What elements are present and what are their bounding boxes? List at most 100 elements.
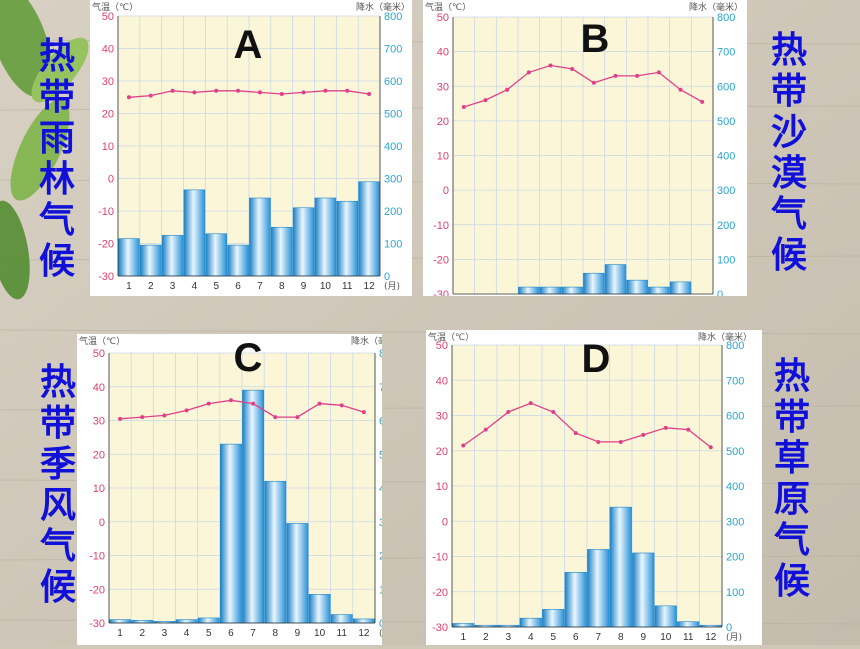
precip-bar-8 (609, 506, 632, 628)
temperature-point-2 (140, 415, 145, 420)
precip-tick-label: 200 (717, 220, 735, 232)
month-label-12: 12 (364, 281, 376, 292)
temperature-point-12 (708, 445, 713, 450)
month-label-9: 9 (301, 281, 307, 292)
chart-d: 50403020100-10-20-3080070060050040030020… (426, 330, 762, 645)
temperature-point-10 (323, 88, 328, 93)
precip-bar-8 (270, 226, 293, 277)
precip-bar-11 (669, 281, 692, 295)
precip-tick-label: 400 (384, 141, 402, 153)
precip-tick-label: 500 (726, 446, 744, 458)
month-label-2: 2 (139, 628, 145, 639)
precip-tick-label: 600 (379, 416, 382, 428)
temperature-point-12 (700, 99, 705, 104)
precip-tick-label: 0 (717, 289, 723, 296)
temp-tick-label: 50 (102, 11, 114, 23)
chart-panel-a: 50 40 30 20 10 0 -10 -20 -30 800 700 600 500 400 300 20… (90, 0, 412, 296)
month-label-9: 9 (640, 632, 646, 643)
month-unit-label: (月) (379, 628, 382, 639)
temperature-point-5 (206, 401, 211, 406)
precip-bar-5 (539, 286, 562, 295)
temperature-point-6 (228, 398, 233, 403)
temp-tick-label: 10 (93, 483, 105, 495)
temperature-point-11 (686, 427, 691, 432)
month-label-2: 2 (483, 632, 489, 643)
precip-bar-10 (654, 605, 677, 628)
precip-bar-12 (358, 181, 380, 277)
month-label-4: 4 (192, 281, 198, 292)
temp-tick-label: 30 (436, 411, 448, 423)
precip-axis-title: 降水（毫米） (689, 1, 743, 13)
temp-tick-label: 10 (436, 481, 448, 493)
precip-tick-label: 0 (384, 271, 390, 283)
precip-axis-title: 降水（毫米） (356, 1, 410, 13)
month-unit-label: (月) (384, 281, 400, 292)
temperature-point-8 (618, 439, 623, 444)
temp-tick-label: -30 (89, 618, 105, 630)
precip-tick-label: 700 (384, 44, 402, 56)
month-label-6: 6 (573, 632, 579, 643)
temperature-point-6 (236, 88, 241, 93)
temperature-point-7 (591, 80, 596, 85)
month-label-10: 10 (660, 632, 672, 643)
precip-bar-10 (308, 594, 331, 624)
chart-b: 50403020100-10-20-3080070060050040030020… (423, 0, 747, 310)
month-label-5: 5 (206, 628, 212, 639)
temperature-point-5 (551, 409, 556, 414)
precip-bar-9 (626, 279, 648, 295)
temp-tick-label: -30 (432, 622, 448, 634)
month-label-1: 1 (460, 632, 466, 643)
precip-tick-label: 100 (379, 584, 382, 596)
precip-tick-label: 300 (717, 185, 735, 197)
temperature-point-3 (506, 409, 511, 414)
precip-tick-label: 300 (379, 517, 382, 529)
temp-tick-label: 40 (102, 44, 114, 56)
temperature-point-10 (317, 401, 322, 406)
precip-tick-label: 400 (726, 481, 744, 493)
precip-tick-label: 800 (726, 340, 744, 352)
temperature-point-11 (345, 88, 350, 93)
temp-tick-label: -20 (98, 239, 114, 251)
precip-tick-label: 500 (717, 116, 735, 128)
temp-tick-label: -20 (432, 587, 448, 599)
precip-bar-3 (161, 235, 184, 277)
precip-tick-label: 400 (379, 483, 382, 495)
precip-tick-label: 700 (717, 47, 735, 59)
precip-bar-5 (542, 609, 565, 628)
month-label-10: 10 (314, 628, 326, 639)
precip-tick-label: 500 (384, 109, 402, 121)
precip-tick-label: 200 (384, 206, 402, 218)
temperature-point-7 (596, 439, 601, 444)
precip-tick-label: 800 (384, 11, 402, 23)
leaf-decoration (0, 0, 89, 300)
precip-bar-6 (219, 443, 242, 624)
precip-bar-11 (330, 614, 353, 624)
temperature-point-1 (126, 95, 131, 100)
precip-bar-5 (205, 233, 228, 277)
precip-tick-label: 600 (726, 411, 744, 423)
temp-tick-label: 10 (102, 141, 114, 153)
precip-bar-7 (242, 389, 265, 624)
month-label-7: 7 (250, 628, 256, 639)
temp-tick-label: 50 (436, 340, 448, 352)
precip-tick-label: 200 (726, 552, 744, 564)
month-label-11: 11 (337, 628, 348, 639)
month-label-4: 4 (528, 632, 534, 643)
precip-bar-7 (583, 272, 605, 295)
temperature-point-12 (367, 92, 372, 96)
precip-bar-11 (677, 621, 700, 628)
climate-label-c: 热带季风气候 (39, 362, 76, 608)
temperature-line (463, 64, 703, 108)
precip-bar-4 (518, 286, 540, 295)
precip-bar-4 (183, 189, 206, 277)
precip-bar-9 (292, 207, 315, 277)
temp-tick-label: 50 (437, 12, 449, 24)
precip-bar-4 (175, 619, 198, 624)
precip-bar-12 (352, 618, 375, 624)
precip-tick-label: 100 (384, 239, 402, 251)
month-label-8: 8 (279, 281, 285, 292)
month-label-6: 6 (228, 628, 234, 639)
precip-bar-2 (139, 244, 162, 277)
precip-bar-2 (131, 619, 154, 624)
precip-axis-title: 降水（毫米） (698, 331, 752, 343)
